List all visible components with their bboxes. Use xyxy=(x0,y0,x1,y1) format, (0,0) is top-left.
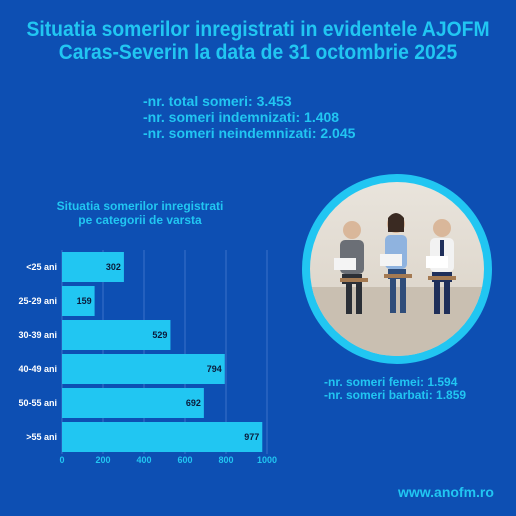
age-bar-chart: 0 200 400 600 800 1000 <25 ani 302 25-29 ani 159 3… xyxy=(18,250,277,465)
photo-frame xyxy=(302,174,492,364)
category-label: >55 ani xyxy=(26,432,57,442)
data-label: 302 xyxy=(106,262,121,272)
chart-title-line-2: pe categorii de varsta xyxy=(78,213,202,227)
bar xyxy=(62,252,124,282)
data-label: 977 xyxy=(244,432,259,442)
category-label: 50-55 ani xyxy=(18,398,57,408)
x-tick-label: 1000 xyxy=(257,455,277,465)
x-tick-label: 200 xyxy=(95,455,110,465)
total-unemployed: -nr. total someri: 3.453 xyxy=(143,93,292,109)
bar xyxy=(62,388,204,418)
category-label: 25-29 ani xyxy=(18,296,57,306)
website-link[interactable]: www.anofm.ro xyxy=(398,484,494,500)
x-tick-label: 800 xyxy=(218,455,233,465)
category-label: <25 ani xyxy=(26,262,57,272)
chart-title-line-1: Situatia somerilor inregistrati xyxy=(56,199,224,213)
female-unemployed: -nr. someri femei: 1.594 xyxy=(324,375,458,389)
non-indemnified-unemployed: -nr. someri neindemnizati: 2.045 xyxy=(143,125,356,141)
category-label: 30-39 ani xyxy=(18,330,57,340)
gender-block: -nr. someri femei: 1.594 -nr. someri bar… xyxy=(324,376,466,402)
bar xyxy=(62,320,171,350)
category-label: 40-49 ani xyxy=(18,364,57,374)
data-label: 159 xyxy=(77,296,92,306)
title-line-2: Caras-Severin la data de 31 octombrie 20… xyxy=(58,41,458,64)
x-tick-label: 0 xyxy=(59,455,64,465)
title-line-1: Situatia somerilor inregistrati in evide… xyxy=(26,18,490,41)
data-label: 794 xyxy=(207,364,222,374)
bar xyxy=(62,354,225,384)
chart-title: Situatia somerilor inregistrati pe categ… xyxy=(40,199,240,227)
bar xyxy=(62,286,95,316)
people-sitting-photo-icon xyxy=(310,182,484,356)
page-title: Situatia somerilor inregistrati in evide… xyxy=(21,18,496,64)
male-unemployed: -nr. someri barbati: 1.859 xyxy=(324,388,467,402)
x-tick-label: 400 xyxy=(136,455,151,465)
indemnified-unemployed: -nr. someri indemnizati: 1.408 xyxy=(143,109,340,125)
data-label: 529 xyxy=(152,330,167,340)
x-tick-label: 600 xyxy=(177,455,192,465)
totals-block: -nr. total someri: 3.453 -nr. someri ind… xyxy=(143,93,355,141)
data-label: 692 xyxy=(186,398,201,408)
bar xyxy=(62,422,263,452)
